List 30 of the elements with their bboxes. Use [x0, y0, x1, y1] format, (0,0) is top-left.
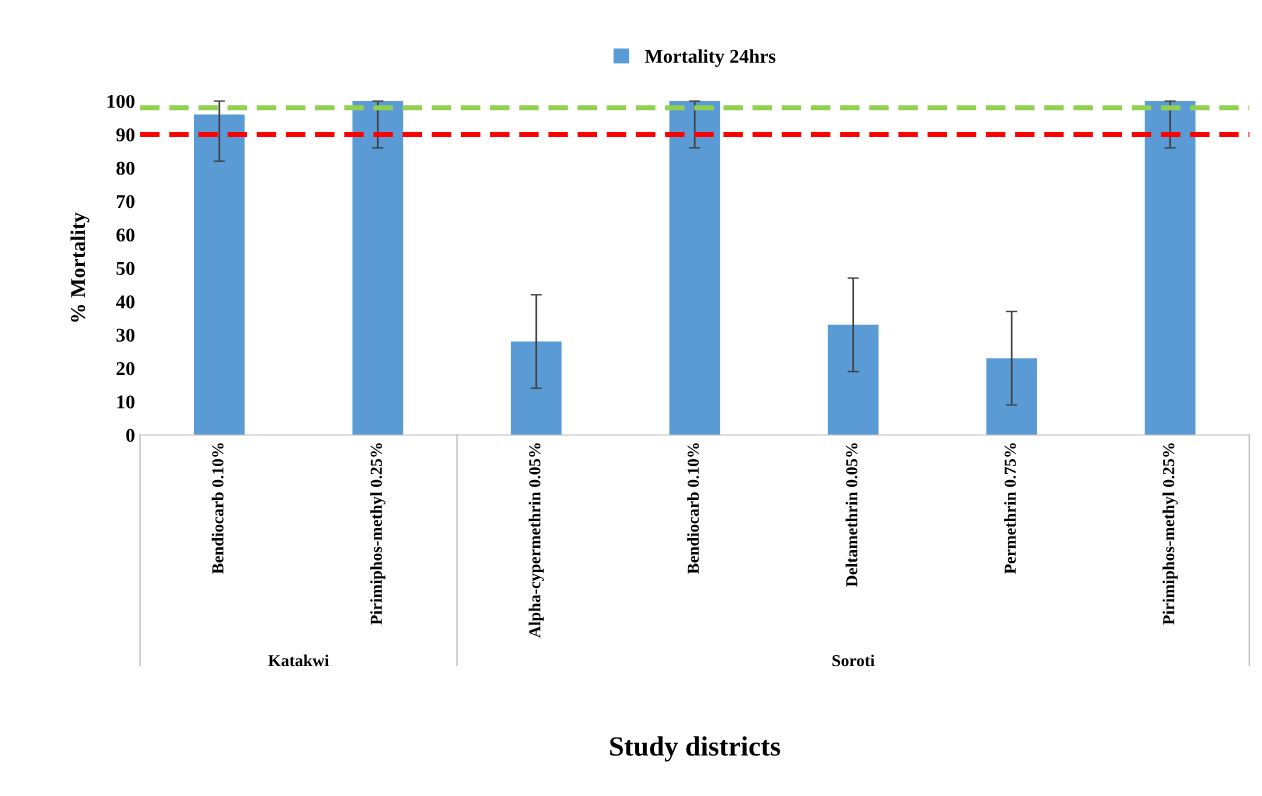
x-tick-label: Alpha-cypermethrin 0.05%: [528, 443, 544, 638]
text: Katakwi: [268, 654, 329, 667]
bar: [510, 341, 562, 436]
y-tick-label: 10: [117, 395, 135, 409]
x-tick-label: Deltamethrin 0.05%: [845, 443, 858, 587]
x-tick-label: Bendiocarb 0.10%: [211, 443, 224, 574]
y-tick-label: 70: [116, 195, 135, 209]
bar: [352, 101, 404, 436]
y-tick-label: 90: [116, 128, 135, 142]
x-tick-label: Pirimiphos-methyl 0.25%: [1162, 443, 1178, 625]
y-tick-label: 100: [107, 94, 135, 109]
legend-label: Mortality 24hrs: [645, 49, 776, 67]
x-tick-label: Pirimiphos-methyl 0.25%: [370, 443, 386, 625]
y-tick-label: 80: [116, 161, 135, 175]
y-tick-label: 30: [116, 328, 135, 342]
y-tick-label: 40: [116, 295, 135, 309]
bar: [1144, 101, 1196, 436]
x-tick-label: Bendiocarb 0.10%: [687, 443, 699, 574]
bar: [669, 101, 721, 436]
y-tick-label: 20: [116, 362, 135, 376]
y-axis-title: % Mortality: [70, 212, 90, 322]
x-axis-title: Study districts: [610, 736, 781, 762]
x-tick-label: Permethrin 0.75%: [1004, 443, 1016, 574]
bar: [827, 324, 879, 436]
bar: [986, 358, 1038, 436]
y-tick-label: 0: [126, 428, 135, 442]
text: Soroti: [832, 654, 875, 667]
y-tick-label: 60: [116, 228, 135, 242]
y-tick-label: 50: [116, 261, 135, 275]
bar: [193, 114, 245, 436]
